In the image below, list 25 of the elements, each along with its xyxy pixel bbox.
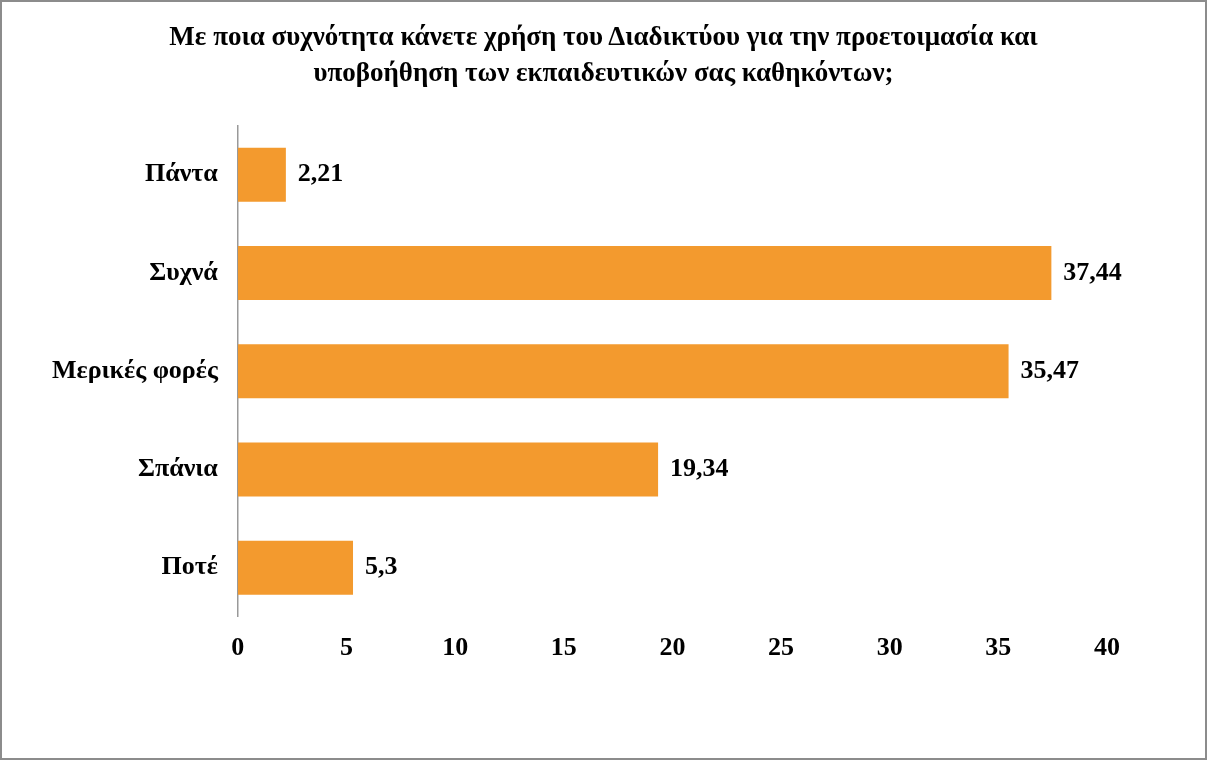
x-tick-label: 20 bbox=[659, 632, 686, 662]
bar bbox=[237, 245, 1052, 300]
x-tick-label: 0 bbox=[231, 632, 245, 662]
x-tick-label: 15 bbox=[550, 632, 577, 662]
x-tick-label: 30 bbox=[876, 632, 903, 662]
x-tick-label: 35 bbox=[985, 632, 1012, 662]
bar bbox=[237, 344, 1009, 399]
x-tick-label: 5 bbox=[340, 632, 353, 662]
data-label: 37,44 bbox=[1063, 256, 1122, 286]
data-label: 35,47 bbox=[1020, 354, 1080, 384]
y-tick-label: Σπάνια bbox=[137, 453, 219, 483]
bar bbox=[237, 442, 659, 497]
x-tick-label: 40 bbox=[1094, 632, 1120, 662]
bar bbox=[237, 540, 354, 595]
y-tick-label: Μερικές φορές bbox=[51, 354, 219, 384]
bar bbox=[237, 147, 286, 202]
y-tick-label: Πάντα bbox=[144, 158, 219, 188]
data-label: 19,34 bbox=[670, 453, 729, 483]
x-tick-label: 10 bbox=[442, 632, 469, 662]
y-tick-label: Ποτέ bbox=[161, 551, 218, 581]
x-tick-label: 25 bbox=[768, 632, 795, 662]
data-label: 2,21 bbox=[297, 158, 344, 188]
data-label: 5,3 bbox=[365, 551, 398, 581]
y-tick-label: Συχνά bbox=[149, 256, 219, 286]
chart-title: Με ποια συχνότητα κάνετε χρήση του Διαδικτύου για την προετοιμασία και υποβοήθηση των εκπαιδευτικών σας καθηκόντων; bbox=[168, 20, 1039, 89]
